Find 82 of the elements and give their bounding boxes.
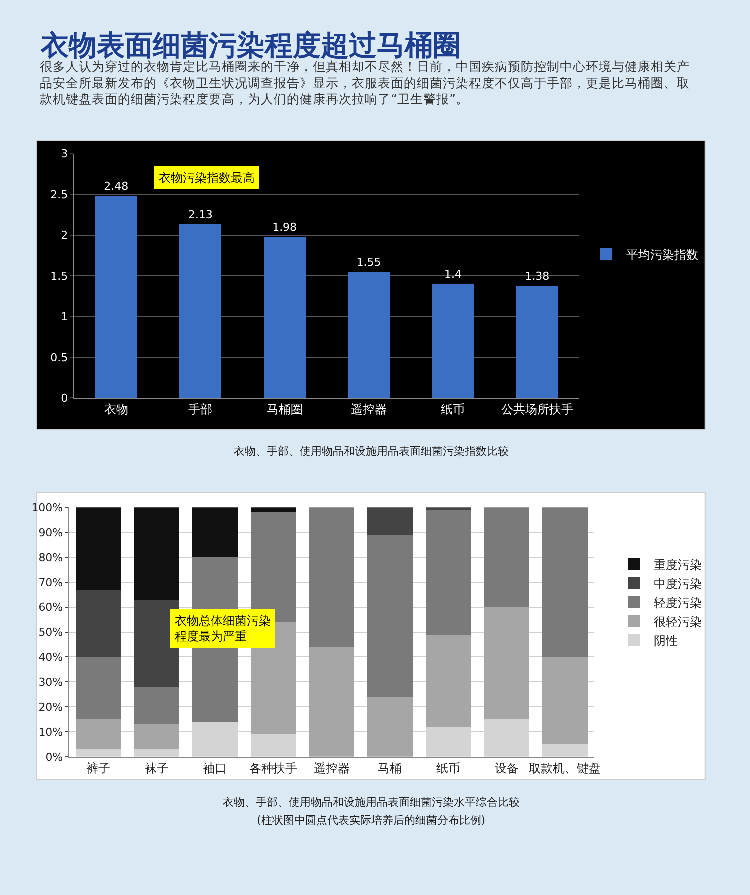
x-tick-label: 袖口 <box>203 761 228 776</box>
bar <box>134 749 180 757</box>
legend-label: 平均污染指数 <box>626 248 698 262</box>
y-tick-label: 90% <box>38 526 64 540</box>
x-tick-label: 遥控器 <box>314 761 350 776</box>
y-tick-label: 2 <box>61 229 68 242</box>
y-tick-label: 1 <box>61 310 68 324</box>
bar <box>542 744 588 757</box>
chart-subtitle: 很多人认为穿过的衣物肯定比马桶圈来的干净，但真相却不尽然！日前，中国疾病预防控制中心环境与健康相关产品安全所最新发布的《衣物卫生状况调查报告》显示，衣服表面的细菌污染程度不仅高于手部，更是比马桶圈、取款机键盘表面的细菌污染程度要高，为人们的健康再次拉响了“卫生警报”。 <box>40 59 690 106</box>
x-tick-label: 各种扶手 <box>250 761 298 776</box>
y-tick-label: 0% <box>46 750 64 764</box>
x-tick-label: 手部 <box>188 402 213 417</box>
bar <box>264 236 306 398</box>
data-label: 2.13 <box>188 208 213 222</box>
bar <box>76 720 122 750</box>
text: 衣物、手部、使用物品和设施用品表面细菌污染水平综合比较 <box>223 796 520 809</box>
bar <box>367 697 413 757</box>
y-tick-label: 60% <box>38 601 64 614</box>
legend-label: 很轻污染 <box>654 614 702 629</box>
data-label: 2.48 <box>104 180 129 194</box>
x-tick-label: 遥控器 <box>351 402 388 417</box>
bar <box>426 510 472 635</box>
bar <box>134 508 180 600</box>
bar <box>134 687 180 725</box>
x-tick-label: 马桶 <box>378 761 402 776</box>
legend-label: 中度污染 <box>654 576 702 591</box>
legend-label: 阴性 <box>654 634 678 648</box>
bar <box>134 724 180 750</box>
bar <box>367 535 413 698</box>
x-tick-label: 衣物 <box>104 402 128 417</box>
x-tick-label: 马桶圈 <box>266 402 303 417</box>
bar <box>367 508 413 536</box>
y-tick-label: 80% <box>38 551 64 564</box>
x-tick-label: 纸币 <box>441 402 466 417</box>
y-tick-label: 40% <box>38 651 64 664</box>
y-tick-label: 2.5 <box>50 188 68 202</box>
bar <box>250 734 296 757</box>
annotation: 衣物总体细菌污染程度最为严重 <box>175 614 271 644</box>
y-tick-label: 10% <box>38 726 64 739</box>
bar <box>250 508 296 513</box>
data-label: 1.38 <box>525 270 550 283</box>
chart-title: 衣物表面细菌污染程度超过马桶圈 <box>40 29 461 62</box>
bar <box>192 508 238 558</box>
bar <box>76 657 122 720</box>
bar <box>484 607 530 720</box>
text: 衣物、手部、使用物品和设施用品表面细菌污染指数比较 <box>234 445 509 458</box>
x-tick-label: 设备 <box>494 761 519 776</box>
bar <box>76 590 122 658</box>
bar <box>76 508 122 590</box>
bar <box>348 272 390 398</box>
legend-label: 轻度污染 <box>654 596 702 610</box>
bar <box>309 647 355 757</box>
bar <box>426 634 472 728</box>
data-label: 1.4 <box>444 268 462 282</box>
x-tick-label: 裤子 <box>86 761 111 776</box>
y-tick-label: 70% <box>38 576 64 590</box>
text: (柱状图中圆点代表实际培养后的细菌分布比例) <box>257 814 486 827</box>
data-label: 1.98 <box>272 220 298 234</box>
bar <box>484 508 530 608</box>
y-tick-label: 50% <box>38 626 64 640</box>
x-tick-label: 公共场所扶手 <box>501 402 574 417</box>
y-tick-label: 20% <box>38 700 64 714</box>
bar <box>180 224 222 398</box>
x-tick-label: 取款机、键盘 <box>529 761 602 776</box>
bar <box>432 284 474 398</box>
bar <box>76 749 122 757</box>
bar <box>542 508 588 658</box>
y-tick-label: 0 <box>61 392 68 406</box>
legend-label: 重度污染 <box>654 558 702 572</box>
bar <box>309 508 355 648</box>
y-tick-label: 0.5 <box>50 351 68 364</box>
annotation: 衣物污染指数最高 <box>159 171 255 185</box>
y-tick-label: 1.5 <box>50 270 68 283</box>
bar <box>516 286 558 398</box>
x-tick-label: 纸币 <box>436 761 461 776</box>
y-tick-label: 3 <box>61 148 68 161</box>
bar <box>542 657 588 744</box>
y-tick-label: 100% <box>32 501 64 514</box>
bar <box>95 196 138 398</box>
data-label: 1.55 <box>356 256 382 269</box>
x-tick-label: 袜子 <box>144 761 169 776</box>
y-tick-label: 30% <box>38 676 64 689</box>
